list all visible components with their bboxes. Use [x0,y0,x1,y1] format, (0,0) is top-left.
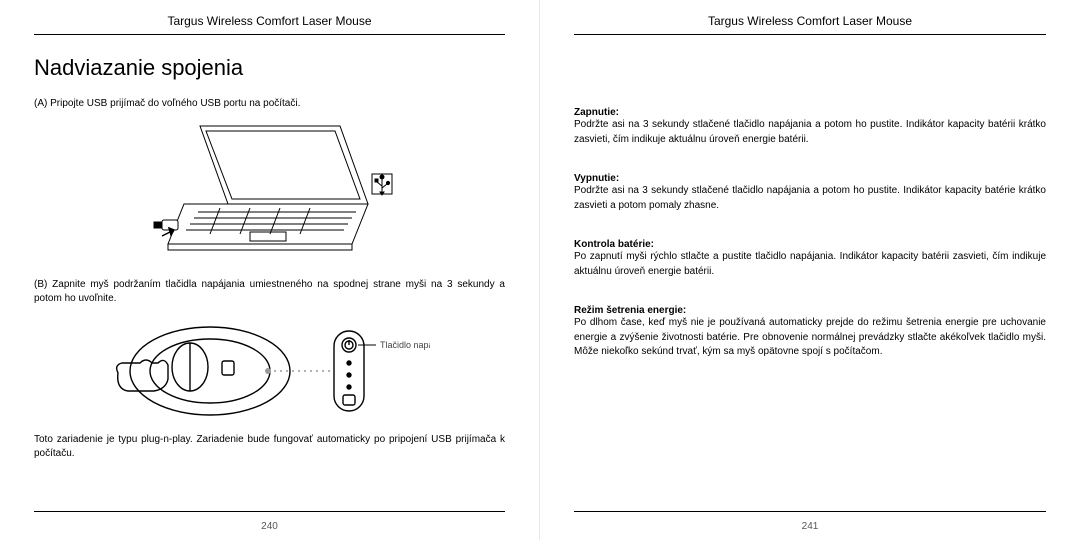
right-content: Zapnutie: Podržte asi na 3 sekundy stlač… [574,55,1046,360]
section-heading: Kontrola batérie: [574,239,1046,250]
power-button-label: Tlačidlo napájania [380,340,430,350]
left-page: Targus Wireless Comfort Laser Mouse Nadv… [0,0,540,540]
section-heading: Režim šetrenia energie: [574,305,1046,316]
section-heading: Vypnutie: [574,173,1046,184]
section-body: Po dlhom čase, keď myš nie je používaná … [574,316,1046,360]
step-a-text: (A) Pripojte USB prijímač do voľného USB… [34,97,505,112]
section-title: Nadviazanie spojenia [34,55,505,81]
laptop-usb-illustration [140,118,400,268]
page-number-left: 240 [0,521,539,532]
mouse-power-illustration: Tlačidlo napájania [110,313,430,423]
section-body: Po zapnutí myši rýchlo stlačte a pustite… [574,250,1046,279]
section-body: Podržte asi na 3 sekundy stlačené tlačid… [574,118,1046,147]
section-body: Podržte asi na 3 sekundy stlačené tlačid… [574,184,1046,213]
page-number-right: 241 [540,521,1080,532]
right-page: Targus Wireless Comfort Laser Mouse Zapn… [540,0,1080,540]
footer-rule [574,511,1046,512]
step-b-text: (B) Zapnite myš podržaním tlačidla napáj… [34,278,505,307]
section-heading: Zapnutie: [574,107,1046,118]
plug-n-play-text: Toto zariadenie je typu plug-n-play. Zar… [34,433,505,462]
page-header-right: Targus Wireless Comfort Laser Mouse [574,14,1046,35]
page-header: Targus Wireless Comfort Laser Mouse [34,14,505,35]
footer-rule [34,511,505,512]
